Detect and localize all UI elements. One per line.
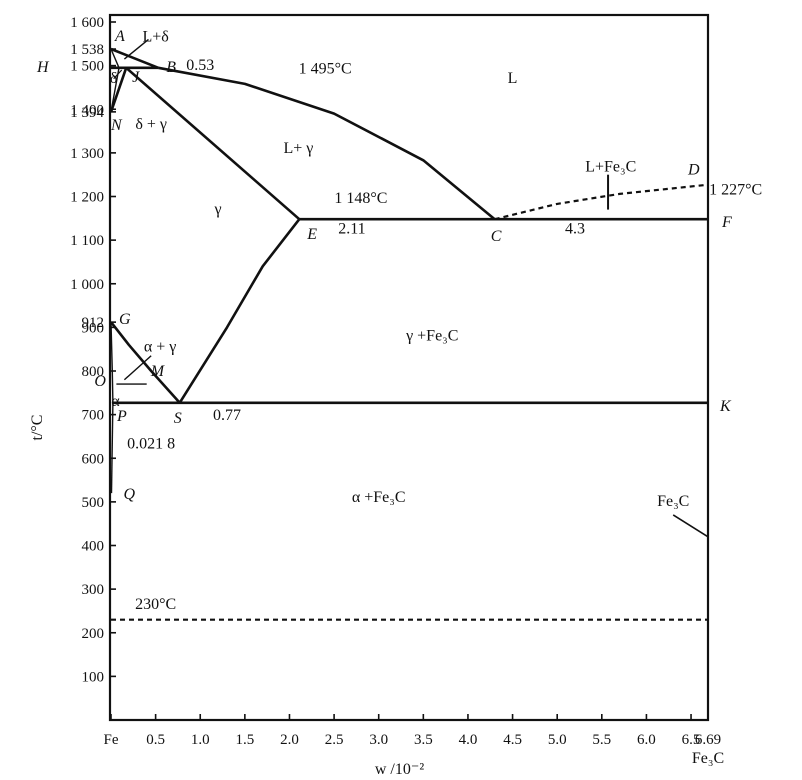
point-label: S (174, 410, 182, 427)
axes (108, 13, 710, 722)
point-label: P (116, 408, 127, 425)
x-tick-label: 6.0 (637, 732, 656, 748)
point-labels: A H J B N E C F D G M O P S K Q (36, 28, 732, 503)
point-label: O (94, 373, 106, 390)
x-axis-label: w /10⁻² (375, 761, 424, 778)
x-tick-label: 1.5 (235, 732, 254, 748)
gs-leader-line (123, 355, 152, 381)
x-tick-label: 5.5 (592, 732, 611, 748)
annotation: 4.3 (565, 221, 585, 238)
point-label: N (110, 117, 123, 134)
x-tick-label: 6.5 (682, 732, 701, 748)
x-tick-label: 1.0 (191, 732, 210, 748)
y-tick-label: 400 (82, 539, 105, 555)
annotation: α +Fe₃C (352, 489, 406, 506)
annotation: 230°C (135, 596, 176, 613)
y-axis-label: t/°C (29, 415, 46, 441)
annotation: γ +Fe₃C (405, 327, 458, 344)
point-label: M (150, 363, 166, 380)
x-tick-label: 4.5 (503, 732, 522, 748)
y-tick-label: 1 000 (70, 277, 104, 293)
delta-leader-line (113, 69, 123, 80)
y-tick-label: 1 200 (70, 190, 104, 206)
annotation: 1 227°C (709, 181, 762, 198)
phase-line-jn (109, 67, 128, 113)
fe3c-leader-line (672, 514, 709, 538)
y-tick-label: 900 (82, 320, 105, 336)
y-tick-label: 1 600 (70, 15, 104, 31)
point-label: K (719, 398, 732, 415)
y-tick-label: 600 (82, 451, 105, 467)
y-tick-label: 1 394 (70, 105, 104, 121)
y-tick-label: 1 100 (70, 233, 104, 249)
y-tick-label: 1 538 (70, 42, 104, 58)
annotation: α + γ (144, 338, 176, 355)
annotation: δ (110, 70, 118, 87)
phase-lines (109, 38, 709, 621)
region-labels: L+δ 0.53 1 495°C Lδ δ + γ L+ γ L+Fe₃C 1 227°C 1 … (110, 29, 762, 613)
annotation: 2.11 (338, 221, 365, 238)
annotation: L+ γ (283, 140, 313, 157)
point-label: Q (124, 486, 136, 503)
point-label: B (166, 59, 176, 76)
annotation: α (111, 393, 120, 410)
x-tick-label: 3.5 (414, 732, 433, 748)
point-label: G (119, 311, 131, 328)
x-axis-end-label: Fe₃C (692, 750, 724, 767)
annotation: L+δ (142, 29, 168, 46)
phase-line-gp (110, 322, 114, 403)
annotation: δ + γ (135, 116, 167, 133)
annotation: 0.53 (186, 57, 214, 74)
y-tick-label: 1 300 (70, 146, 104, 162)
x-axis-ticks: Fe 0.5 1.0 1.5 2.0 2.5 3.0 3.5 4.0 4.5 5.0 5.5 6.0 6.… (104, 714, 721, 748)
y-tick-label: 1 500 (70, 59, 104, 75)
phase-line-es (178, 218, 301, 404)
point-label: A (114, 28, 125, 45)
x-tick-label: 3.0 (369, 732, 388, 748)
x-tick-label: 0.5 (146, 732, 165, 748)
y-tick-label: 500 (82, 495, 105, 511)
annotation: L (508, 70, 518, 87)
point-label: E (306, 226, 317, 243)
annotation: γ (214, 201, 222, 218)
point-label: F (721, 214, 732, 231)
phase-line-bc (158, 66, 496, 221)
phase-line-pq (110, 402, 114, 494)
x-tick-label: 4.0 (459, 732, 478, 748)
point-label: C (491, 228, 502, 245)
phase-line-ab (110, 47, 159, 70)
y-tick-label: 100 (82, 669, 105, 685)
annotation: Fe₃C (657, 493, 689, 510)
x-tick-label: 5.0 (548, 732, 567, 748)
point-label: J (132, 69, 140, 86)
point-label: D (687, 162, 700, 179)
phase-line-ah (110, 48, 120, 69)
x-tick-label: Fe (104, 732, 119, 748)
point-label: H (36, 59, 50, 76)
y-tick-label: 700 (82, 408, 105, 424)
annotation: 0.021 8 (127, 436, 175, 453)
annotation: 1 495°C (299, 60, 352, 77)
y-tick-label: 300 (82, 582, 105, 598)
annotation: 1 148°C (334, 190, 387, 207)
annotation: L+Fe₃C (585, 159, 636, 176)
y-tick-label: 200 (82, 626, 105, 642)
x-tick-label: 2.5 (325, 732, 344, 748)
x-tick-label: 6.69 (695, 732, 721, 748)
y-tick-label: 800 (82, 364, 105, 380)
phase-line-je (125, 66, 301, 221)
y-tick-label: 912 (82, 315, 105, 331)
x-tick-label: 2.0 (280, 732, 299, 748)
ab-leader-line (123, 38, 149, 60)
y-tick-label: 1 400 (70, 102, 104, 118)
phase-line-gs (109, 321, 181, 404)
annotation: 0.77 (213, 407, 241, 424)
plot-frame (108, 13, 710, 722)
phase-line-cd (494, 183, 709, 221)
